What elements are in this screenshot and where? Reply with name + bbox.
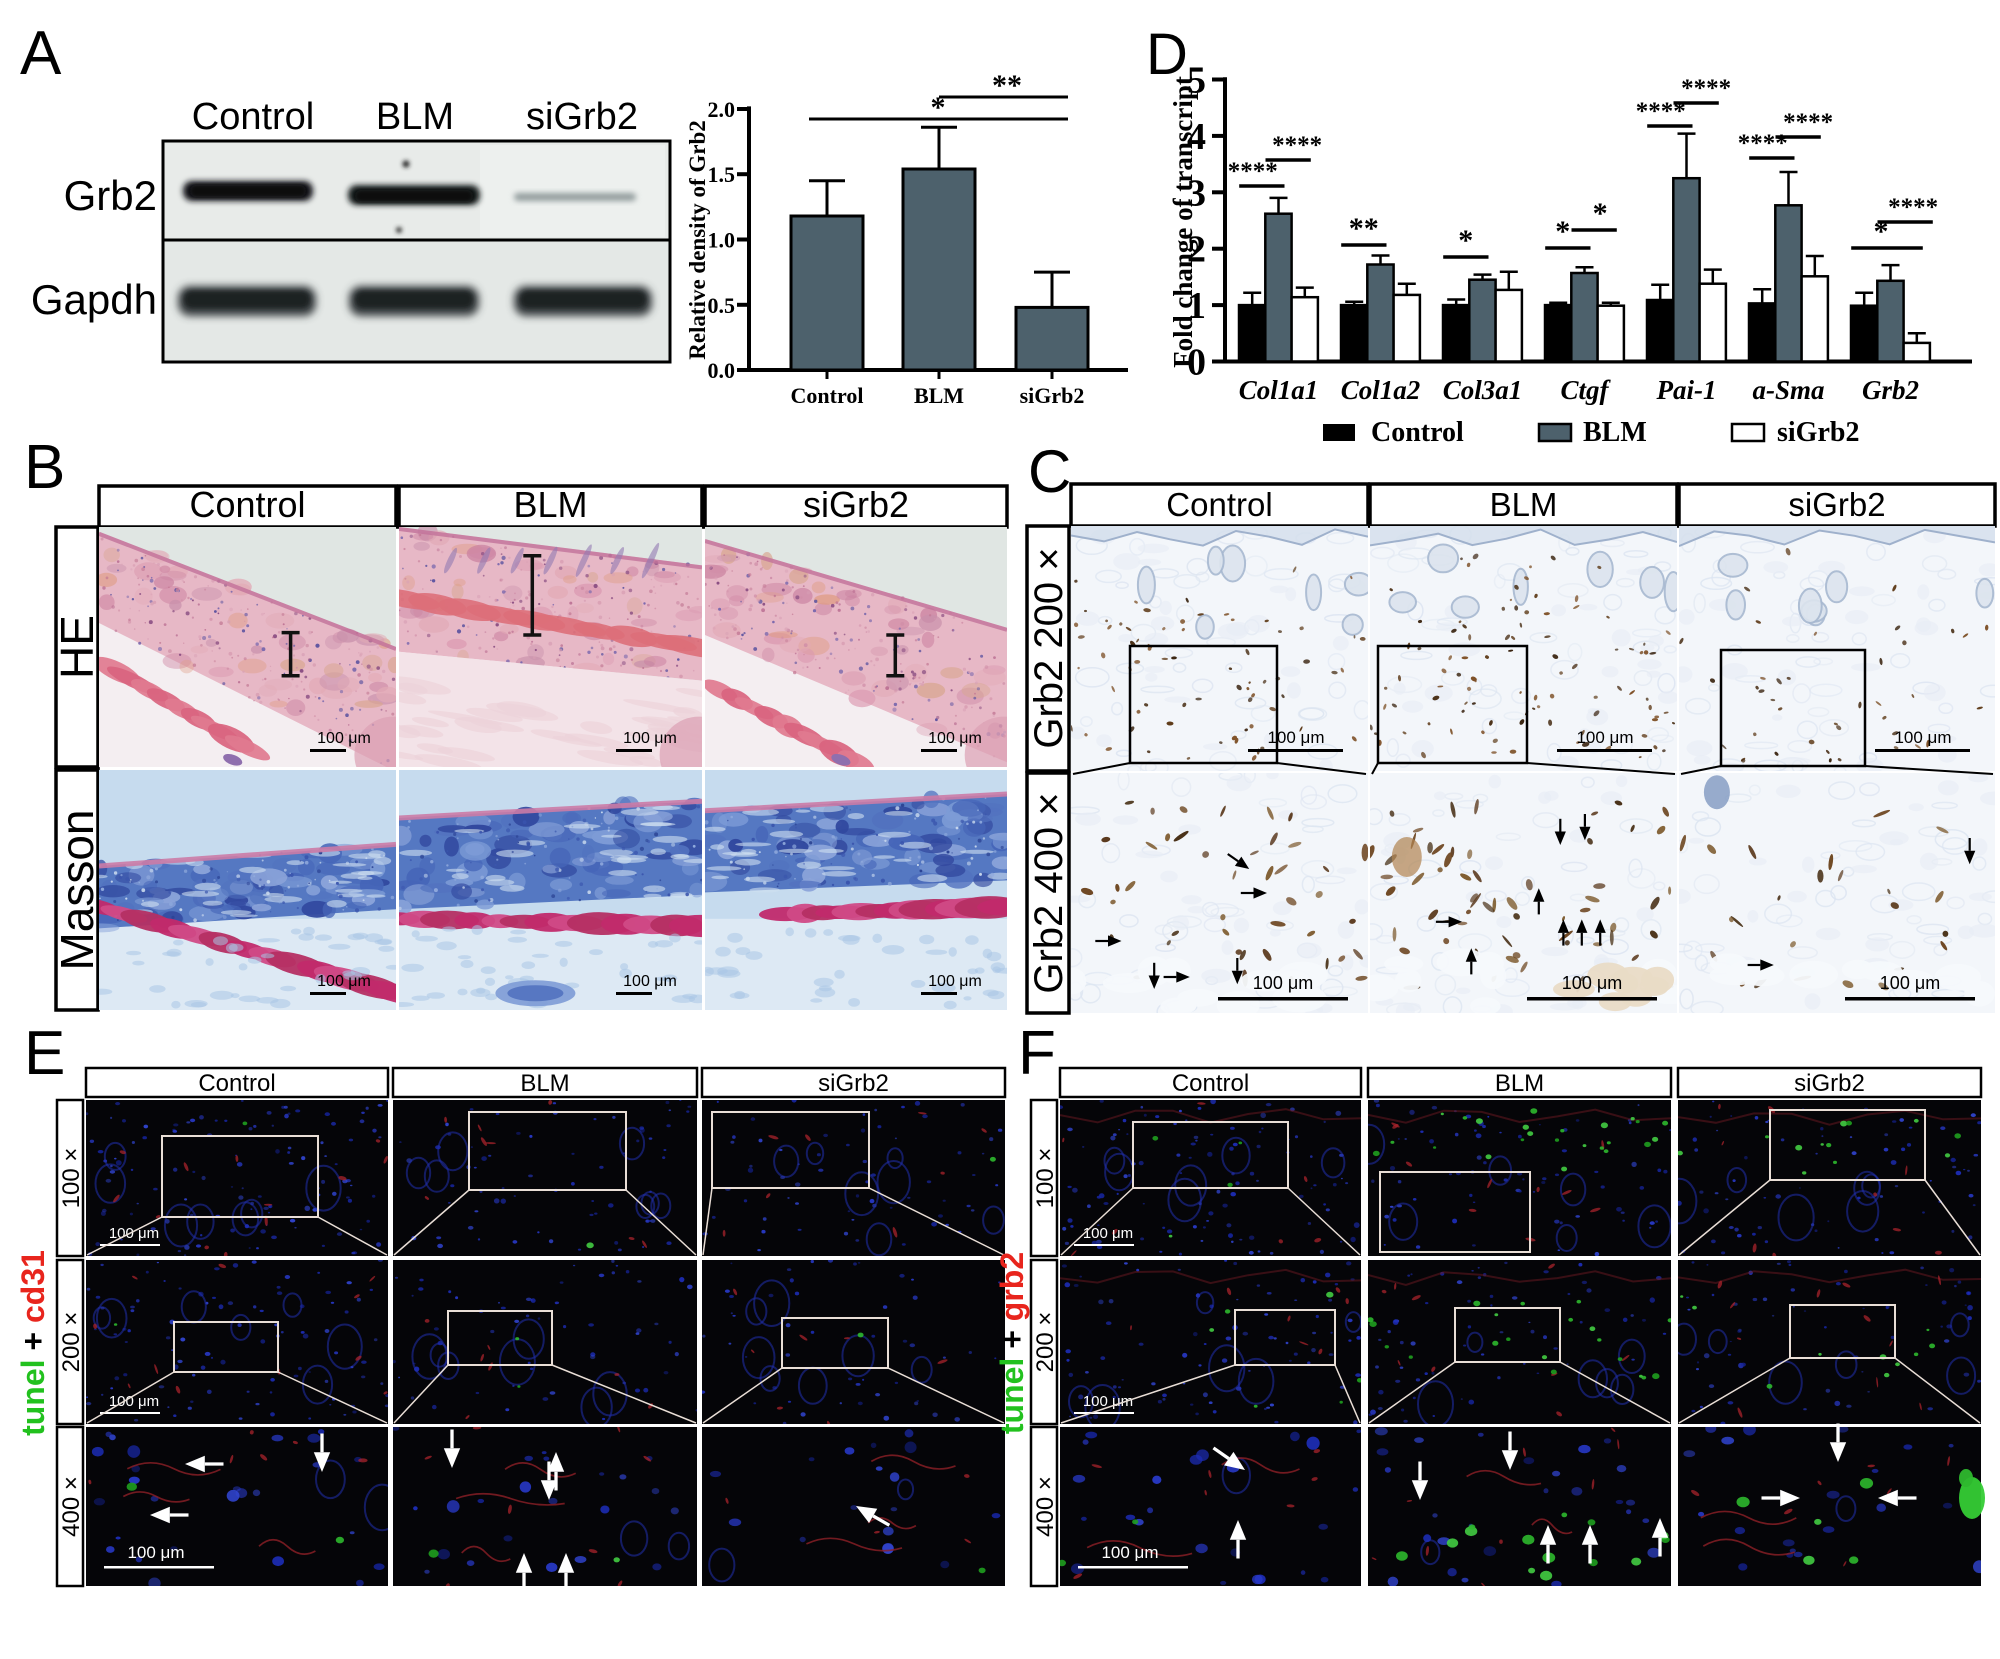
svg-text:Fold change of transcript: Fold change of transcript — [1168, 76, 1198, 368]
svg-text:HE: HE — [51, 615, 103, 679]
svg-text:BLM: BLM — [1490, 486, 1558, 523]
svg-text:BLM: BLM — [1495, 1070, 1544, 1097]
svg-text:tunel + cd31: tunel + cd31 — [15, 1250, 51, 1436]
svg-text:Control: Control — [192, 96, 315, 138]
svg-text:Col1a1: Col1a1 — [1239, 375, 1319, 405]
svg-text:F: F — [1018, 1019, 1056, 1088]
svg-text:0.5: 0.5 — [708, 293, 736, 318]
svg-text:siGrb2: siGrb2 — [1020, 383, 1085, 408]
svg-text:Grb2 200 ×: Grb2 200 × — [1027, 547, 1071, 748]
svg-text:****: **** — [1783, 109, 1833, 136]
svg-text:**: ** — [992, 69, 1022, 102]
svg-text:Control: Control — [189, 484, 305, 525]
svg-text:100 μm: 100 μm — [317, 730, 371, 747]
svg-text:Grb2: Grb2 — [1862, 375, 1919, 405]
svg-text:0.0: 0.0 — [708, 358, 736, 383]
svg-text:Gapdh: Gapdh — [31, 276, 157, 323]
svg-text:a-Sma: a-Sma — [1752, 375, 1824, 405]
svg-text:100 μm: 100 μm — [1101, 1543, 1158, 1562]
svg-text:tunel + grb2: tunel + grb2 — [994, 1252, 1030, 1434]
svg-text:BLM: BLM — [376, 96, 454, 138]
svg-text:*: * — [1458, 224, 1473, 257]
svg-text:200 ×: 200 × — [58, 1312, 85, 1373]
svg-text:*: * — [1593, 197, 1608, 230]
svg-text:100 μm: 100 μm — [1576, 728, 1633, 747]
svg-text:2.0: 2.0 — [708, 97, 736, 122]
svg-text:Ctgf: Ctgf — [1560, 375, 1611, 405]
svg-text:****: **** — [1681, 75, 1731, 102]
svg-text:siGrb2: siGrb2 — [1794, 1070, 1865, 1097]
svg-text:Grb2 400 ×: Grb2 400 × — [1027, 792, 1071, 993]
svg-text:Control: Control — [791, 383, 864, 408]
svg-text:**: ** — [1349, 212, 1379, 245]
svg-text:Control: Control — [1172, 1070, 1249, 1097]
svg-text:siGrb2: siGrb2 — [1788, 486, 1885, 523]
svg-text:1.5: 1.5 — [708, 162, 736, 187]
svg-text:A: A — [20, 19, 62, 88]
svg-text:siGrb2: siGrb2 — [818, 1070, 889, 1097]
svg-text:Control: Control — [1371, 417, 1464, 448]
svg-text:400 ×: 400 × — [58, 1476, 85, 1537]
svg-text:****: **** — [1228, 158, 1278, 185]
svg-text:siGrb2: siGrb2 — [803, 484, 909, 525]
svg-text:****: **** — [1272, 132, 1322, 159]
svg-text:100 μm: 100 μm — [1880, 973, 1940, 993]
svg-text:C: C — [1028, 438, 1071, 505]
svg-text:Grb2: Grb2 — [64, 172, 157, 219]
svg-text:siGrb2: siGrb2 — [526, 96, 638, 138]
svg-text:BLM: BLM — [513, 484, 587, 525]
svg-text:100 μm: 100 μm — [1253, 973, 1313, 993]
svg-text:****: **** — [1738, 130, 1788, 157]
svg-text:100 ×: 100 × — [1032, 1148, 1059, 1209]
svg-text:Col3a1: Col3a1 — [1443, 375, 1523, 405]
svg-text:BLM: BLM — [1583, 417, 1647, 448]
svg-text:BLM: BLM — [520, 1070, 569, 1097]
svg-text:B: B — [24, 433, 65, 502]
svg-text:100 ×: 100 × — [58, 1148, 85, 1209]
svg-text:Relative density of Grb2: Relative density of Grb2 — [685, 120, 710, 360]
svg-text:Col1a2: Col1a2 — [1341, 375, 1421, 405]
svg-text:100 μm: 100 μm — [127, 1543, 184, 1562]
svg-text:100 μm: 100 μm — [1267, 728, 1324, 747]
svg-text:100 μm: 100 μm — [623, 730, 677, 747]
svg-text:100 μm: 100 μm — [1562, 973, 1622, 993]
svg-text:100 μm: 100 μm — [928, 730, 982, 747]
svg-text:siGrb2: siGrb2 — [1777, 417, 1859, 448]
svg-text:200 ×: 200 × — [1032, 1312, 1059, 1373]
svg-text:*: * — [1555, 215, 1570, 248]
svg-text:100 μm: 100 μm — [1894, 728, 1951, 747]
svg-text:Masson: Masson — [51, 809, 103, 970]
svg-text:BLM: BLM — [914, 383, 964, 408]
svg-text:Pai-1: Pai-1 — [1656, 375, 1717, 405]
svg-text:1.0: 1.0 — [708, 228, 736, 253]
svg-text:****: **** — [1888, 194, 1938, 221]
svg-text:100 μm: 100 μm — [623, 973, 677, 990]
svg-text:400 ×: 400 × — [1032, 1476, 1059, 1537]
svg-text:100 μm: 100 μm — [928, 973, 982, 990]
svg-text:100 μm: 100 μm — [317, 973, 371, 990]
svg-text:E: E — [24, 1019, 65, 1088]
svg-text:*: * — [1874, 215, 1889, 248]
svg-text:Control: Control — [1166, 486, 1272, 523]
svg-text:Control: Control — [198, 1070, 275, 1097]
